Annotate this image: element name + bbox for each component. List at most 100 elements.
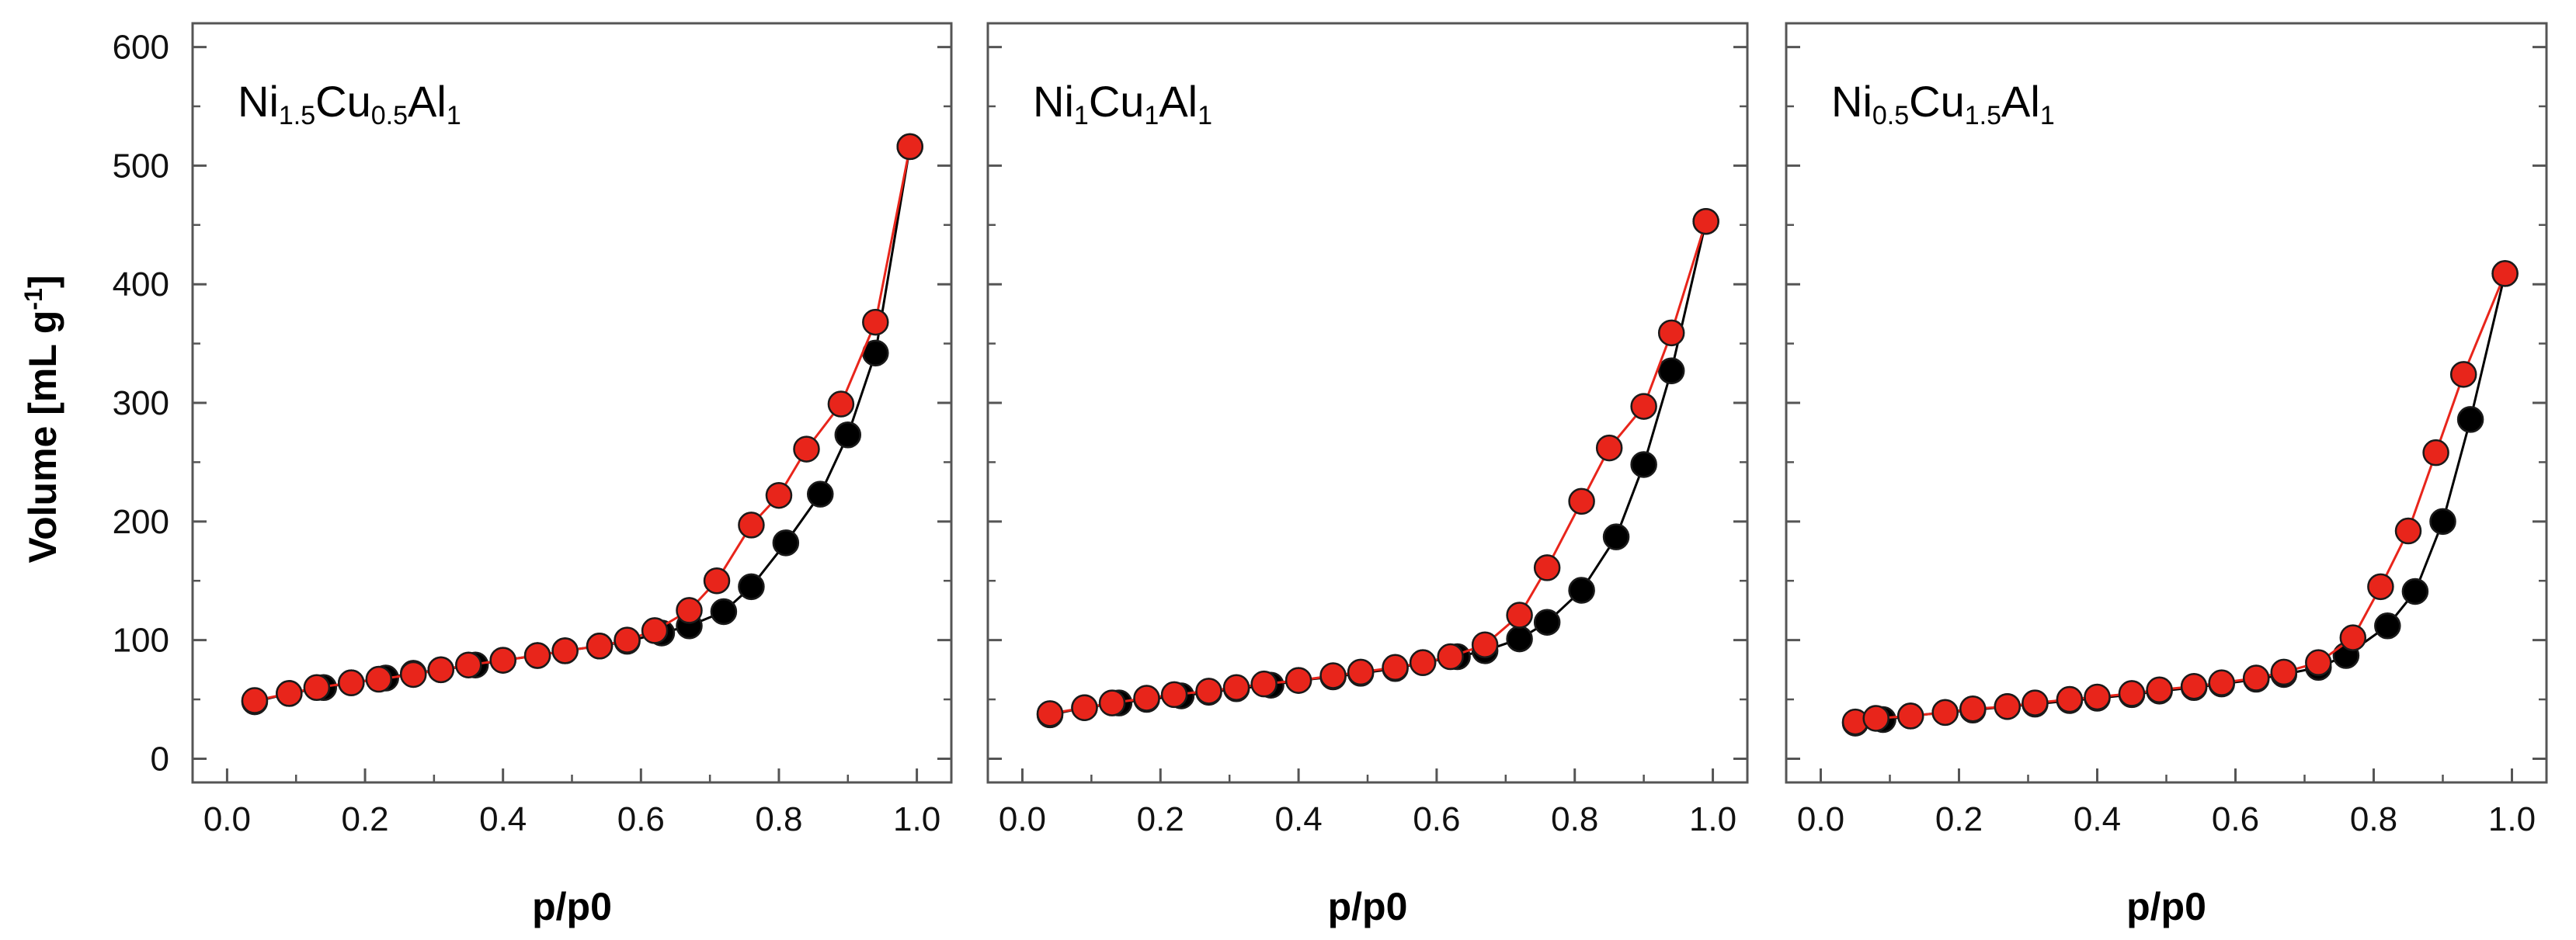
sample-label-element: Al [2001, 77, 2040, 126]
sample-label-subscript: 1.5 [1965, 101, 2001, 130]
desorption-line [1049, 220, 1708, 715]
desorption-point [241, 687, 269, 714]
x-tick-label: 1.0 [893, 800, 940, 838]
adsorption-point [2401, 578, 2429, 605]
desorption-point [1382, 654, 1409, 682]
x-tick-label: 0.6 [2212, 800, 2259, 838]
desorption-point [2242, 664, 2270, 692]
sample-label-subscript: 0.5 [371, 101, 408, 130]
plot-frame [1785, 22, 2548, 784]
desorption-point [1630, 393, 1657, 420]
x-tick-label: 0.0 [203, 800, 251, 838]
sample-label-element: Al [408, 77, 447, 126]
x-tick-label: 0.8 [1551, 800, 1598, 838]
desorption-point [1250, 670, 1278, 698]
desorption-point [827, 390, 855, 418]
desorption-point [1160, 681, 1188, 709]
y-tick-label: 300 [113, 384, 169, 422]
desorption-point [1133, 685, 1160, 712]
desorption-point [1692, 207, 1719, 235]
y-tick-label: 500 [113, 147, 169, 185]
x-tick-label: 0.8 [2350, 800, 2397, 838]
adsorption-point [1602, 523, 1630, 550]
sample-label-element: Ni [1033, 77, 1074, 126]
desorption-point [2422, 439, 2449, 467]
desorption-point [2394, 517, 2422, 545]
adsorption-line [1855, 273, 2507, 725]
x-tick-label: 0.4 [2074, 800, 2121, 838]
desorption-point [793, 435, 820, 463]
panels: 0.0 0.2 0.4 0.6 0.8 1.0 0 100 200 300 400 500 600 p/p… [113, 22, 2548, 928]
sample-label-subscript: 1.5 [279, 101, 315, 130]
desorption-point [365, 665, 393, 693]
desorption-point [2146, 676, 2173, 704]
desorption-point [1506, 602, 1533, 629]
x-tick-label: 0.6 [1413, 800, 1460, 838]
sample-label-subscript: 1 [1074, 101, 1089, 130]
sample-label-subscript: 0.5 [1872, 101, 1909, 130]
sample-label-element: Cu [315, 77, 371, 126]
adsorption-point [834, 421, 862, 449]
adsorption-point [772, 529, 800, 557]
desorption-point [1994, 692, 2022, 720]
desorption-point [276, 680, 303, 707]
desorption-point [1071, 694, 1098, 721]
sample-label: Ni1.5Cu0.5Al1 [238, 77, 461, 130]
sample-label-subscript: 1 [1198, 101, 1212, 130]
desorption-point [1036, 700, 1064, 727]
desorption-point [303, 674, 331, 701]
desorption-point [1896, 702, 1924, 730]
adsorption-point [1506, 625, 1533, 653]
desorption-point [1862, 705, 1889, 732]
y-axis-title-end: ] [21, 275, 64, 288]
desorption-point [2305, 649, 2332, 676]
sample-label-element: Ni [238, 77, 279, 126]
desorption-point [586, 633, 614, 660]
x-axis-title: p/p0 [1328, 885, 1408, 928]
x-tick-label: 0.4 [479, 800, 527, 838]
x-tick-label: 0.0 [1797, 800, 1844, 838]
adsorption-point [806, 480, 834, 508]
desorption-point [765, 481, 793, 509]
x-tick-label: 0.0 [999, 800, 1046, 838]
chart-panel-3: 0.0 0.2 0.4 0.6 0.8 1.0 p/p0 Ni0.5Cu1.5Al1 [1785, 22, 2548, 928]
desorption-point [1959, 695, 1987, 723]
adsorption-point [1657, 357, 1685, 384]
x-tick-label: 0.2 [341, 800, 388, 838]
sample-label: Ni1Cu1Al1 [1033, 77, 1212, 130]
desorption-point [1285, 667, 1312, 694]
desorption-point [1222, 674, 1250, 701]
x-tick-label: 0.8 [755, 800, 802, 838]
desorption-point [1595, 434, 1623, 462]
desorption-point [489, 647, 516, 674]
sample-label-element: Al [1159, 77, 1198, 126]
sample-label-subscript: 1 [2040, 101, 2055, 130]
y-tick-label: 400 [113, 265, 169, 304]
x-tick-label: 1.0 [1689, 800, 1736, 838]
desorption-point [703, 567, 731, 595]
sample-label-subscript: 1 [447, 101, 461, 130]
desorption-point [2449, 361, 2477, 388]
desorption-point [862, 308, 889, 336]
y-tick-label: 100 [113, 622, 169, 660]
desorption-point [676, 597, 703, 624]
desorption-line [1855, 272, 2506, 723]
desorption-point [551, 637, 579, 664]
x-tick-label: 0.6 [617, 800, 665, 838]
y-tick-label: 600 [113, 29, 169, 67]
y-axis-title: Volume [mL g-1] [19, 275, 64, 563]
chart-panel-1: 0.0 0.2 0.4 0.6 0.8 1.0 0 100 200 300 400 500 600 p/p… [113, 22, 953, 928]
desorption-point [399, 661, 427, 689]
desorption-point [2118, 680, 2146, 707]
desorption-point [1195, 678, 1222, 705]
y-tick-label: 200 [113, 503, 169, 541]
sample-label-element: Ni [1831, 77, 1872, 126]
adsorption-point [2429, 508, 2456, 536]
x-tick-label: 0.2 [1935, 800, 1983, 838]
desorption-point [1437, 643, 1464, 671]
adsorption-point [2456, 406, 2484, 433]
desorption-point [2084, 683, 2111, 711]
desorption-point [1568, 487, 1595, 515]
